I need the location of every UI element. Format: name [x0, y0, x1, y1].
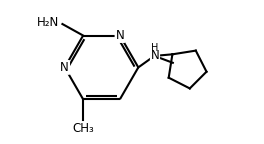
Text: N: N [151, 49, 159, 62]
Text: H₂N: H₂N [37, 16, 59, 29]
Text: N: N [60, 61, 69, 74]
Text: CH₃: CH₃ [72, 122, 94, 135]
Text: N: N [116, 29, 124, 42]
Text: H: H [151, 43, 159, 53]
